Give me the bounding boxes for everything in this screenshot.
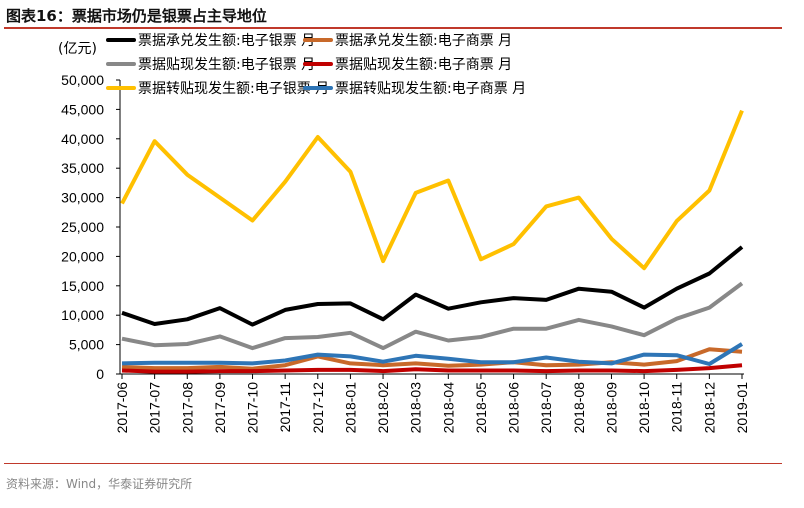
title-divider: [4, 27, 782, 29]
legend-label: 票据转贴现发生额:电子银票 月: [138, 81, 329, 97]
x-tick-label: 2018-11: [669, 382, 685, 433]
y-tick-label: 50,000: [61, 72, 104, 88]
x-tick-label: 2018-07: [538, 382, 554, 434]
x-tick-label: 2018-02: [375, 382, 391, 434]
x-tick-label: 2017-11: [277, 382, 293, 433]
series-line: [121, 245, 744, 327]
x-tick-label: 2017-10: [245, 382, 261, 434]
legend-label: 票据贴现发生额:电子商票 月: [335, 57, 512, 73]
chart-title: 图表16：票据市场仍是银票占主导地位: [6, 7, 267, 25]
series-line: [121, 363, 743, 374]
x-tick-label: 2018-12: [701, 382, 717, 434]
legend-label: 票据承兑发生额:电子银票 月: [138, 33, 315, 49]
legend-label: 票据承兑发生额:电子商票 月: [335, 33, 512, 49]
x-tick-label: 2017-07: [147, 382, 163, 434]
x-tick-label: 2017-12: [310, 382, 326, 434]
y-tick-label: 0: [96, 366, 104, 382]
x-tick-label: 2018-08: [571, 382, 587, 434]
legend-label: 票据转贴现发生额:电子商票 月: [335, 81, 526, 97]
y-tick-label: 5,000: [69, 337, 104, 353]
x-tick-label: 2018-03: [408, 382, 424, 434]
x-tick-label: 2017-09: [212, 382, 228, 434]
x-tick-label: 2017-06: [114, 382, 130, 434]
y-tick-label: 30,000: [61, 190, 104, 206]
source-note: 资料来源：Wind，华泰证券研究所: [6, 477, 193, 491]
x-tick-label: 2018-09: [603, 382, 619, 434]
y-tick-label: 25,000: [61, 219, 104, 235]
y-tick-label: 10,000: [61, 307, 104, 323]
series-line: [121, 342, 744, 366]
y-axis-unit: (亿元): [58, 41, 97, 57]
x-tick-label: 2018-06: [506, 382, 522, 434]
y-tick-label: 45,000: [61, 101, 104, 117]
series-line: [121, 281, 744, 351]
x-tick-label: 2018-10: [636, 382, 652, 434]
x-tick-label: 2019-01: [734, 382, 750, 434]
x-tick-label: 2018-05: [473, 382, 489, 434]
footer-divider: [4, 463, 782, 464]
series-line: [121, 347, 743, 371]
y-tick-label: 20,000: [61, 248, 104, 264]
x-tick-label: 2018-04: [440, 382, 456, 434]
x-tick-label: 2018-01: [342, 382, 358, 434]
y-tick-label: 40,000: [61, 131, 104, 147]
legend-label: 票据贴现发生额:电子银票 月: [138, 57, 315, 73]
series-line: [120, 109, 744, 271]
y-tick-label: 15,000: [61, 278, 104, 294]
x-tick-label: 2017-08: [179, 382, 195, 434]
y-tick-label: 35,000: [61, 160, 104, 176]
